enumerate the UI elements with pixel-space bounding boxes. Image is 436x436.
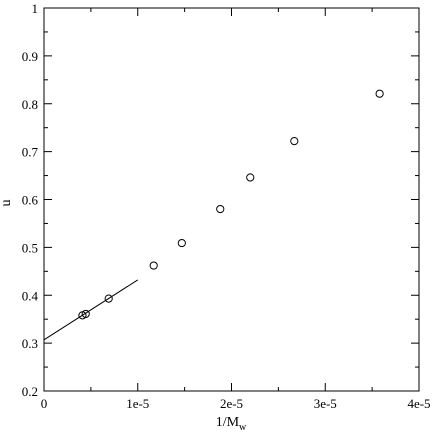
y-tick-label: 0.3 xyxy=(22,336,38,351)
data-points xyxy=(78,89,384,320)
y-tick-label: 0.6 xyxy=(22,193,39,208)
x-tick-label: 2e-5 xyxy=(220,396,243,411)
y-tick-label: 1 xyxy=(32,1,39,16)
data-point xyxy=(290,136,299,146)
axis-tick-labels: 0 1e-5 2e-5 3e-5 4e-5 0.2 0.3 0.4 0.5 0.6 0.7 0.8 0.… xyxy=(22,1,431,411)
y-tick-label: 0.5 xyxy=(22,240,38,255)
x-axis-title-main: 1/M xyxy=(216,415,240,430)
y-tick-label: 0.9 xyxy=(22,49,38,64)
plot-frame xyxy=(43,7,420,392)
x-axis-title-sub: w xyxy=(239,422,247,433)
data-point xyxy=(246,173,255,182)
y-tick-label: 0.7 xyxy=(22,145,39,160)
x-tick-label: 0 xyxy=(41,396,48,411)
x-axis-title: 1/Mw xyxy=(216,415,247,433)
data-point xyxy=(149,261,158,270)
data-point xyxy=(216,204,225,214)
data-point xyxy=(375,89,384,98)
axis-ticks xyxy=(43,7,420,392)
data-point xyxy=(104,294,113,303)
x-tick-label: 1e-5 xyxy=(126,396,149,411)
y-tick-label: 0.2 xyxy=(22,384,38,399)
data-point xyxy=(81,309,90,319)
y-axis-title: u xyxy=(0,200,14,207)
y-tick-label: 0.4 xyxy=(22,288,39,303)
fit-line xyxy=(43,279,139,341)
y-tick-label: 0.8 xyxy=(22,97,38,112)
x-tick-label: 4e-5 xyxy=(407,396,430,411)
data-point xyxy=(177,238,186,248)
x-tick-label: 3e-5 xyxy=(314,396,337,411)
